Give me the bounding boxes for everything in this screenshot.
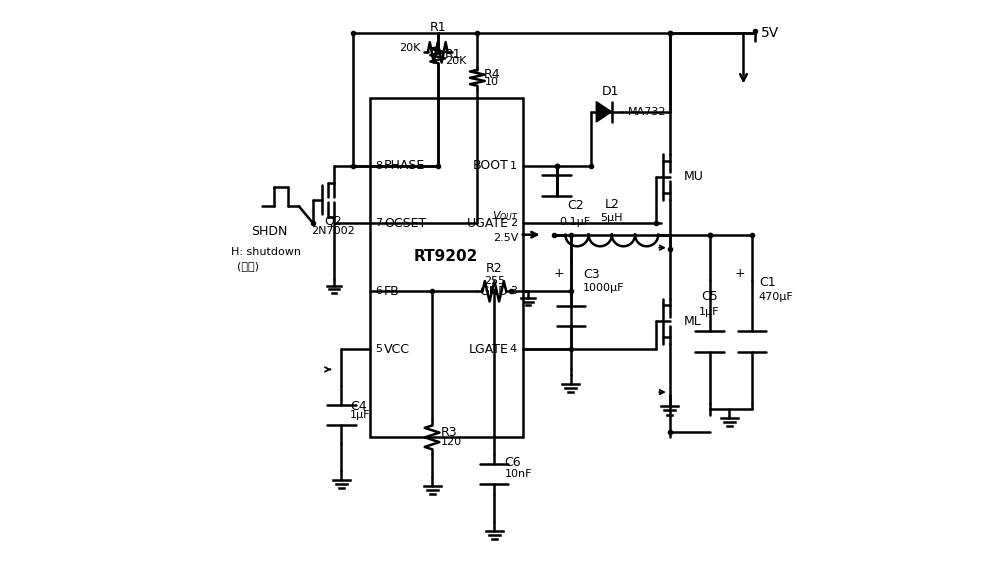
Text: ML: ML [684, 315, 702, 328]
Text: C6: C6 [505, 456, 521, 469]
Text: 5μH: 5μH [601, 213, 623, 224]
Text: R1: R1 [429, 21, 446, 34]
Text: C5: C5 [701, 290, 718, 303]
Text: UGATE: UGATE [466, 217, 508, 230]
Text: PHASE: PHASE [384, 159, 425, 172]
Text: OCSET: OCSET [384, 217, 426, 230]
Text: 2: 2 [510, 218, 517, 228]
Text: 1: 1 [510, 160, 517, 171]
Text: 10: 10 [485, 77, 499, 88]
Text: R1: R1 [445, 48, 461, 61]
Text: RT9202: RT9202 [414, 249, 478, 263]
Text: 5: 5 [375, 344, 382, 354]
Text: LGATE: LGATE [469, 343, 508, 356]
Text: 20K: 20K [399, 43, 420, 53]
Text: C1: C1 [759, 277, 775, 289]
Text: C4: C4 [350, 400, 367, 413]
Text: 1000μF: 1000μF [583, 283, 625, 294]
Text: +: + [735, 267, 745, 280]
Text: 2N7002: 2N7002 [311, 226, 355, 236]
Bar [370, 98, 523, 438]
Text: 5V: 5V [760, 26, 779, 39]
Text: 2.5V: 2.5V [493, 233, 518, 243]
Text: 0.1μF: 0.1μF [559, 217, 591, 227]
Text: 255: 255 [484, 275, 505, 286]
Text: 3: 3 [510, 286, 517, 296]
Text: MA732: MA732 [627, 107, 666, 117]
Text: D1: D1 [602, 85, 619, 98]
Text: +: + [553, 267, 564, 280]
Text: FB: FB [384, 285, 400, 298]
Text: SHDN: SHDN [251, 225, 287, 238]
Text: VCC: VCC [384, 343, 410, 356]
Text: 7: 7 [375, 218, 383, 228]
Text: Q2: Q2 [324, 215, 342, 228]
Text: R3: R3 [441, 426, 457, 439]
Text: 20K: 20K [445, 56, 466, 66]
Text: (关机): (关机) [237, 261, 259, 271]
Polygon shape [596, 102, 612, 122]
Text: $V_{OUT}$: $V_{OUT}$ [492, 209, 519, 224]
Text: 4: 4 [510, 344, 517, 354]
Text: 1μF: 1μF [350, 410, 370, 420]
Text: MU: MU [684, 171, 704, 183]
Text: C2: C2 [567, 199, 583, 212]
Text: BOOT: BOOT [473, 159, 508, 172]
Text: 6: 6 [375, 286, 382, 296]
Text: GND: GND [480, 285, 508, 298]
Text: 470μF: 470μF [759, 292, 794, 302]
Text: C3: C3 [583, 268, 600, 281]
Text: 120: 120 [441, 437, 462, 447]
Text: 8: 8 [375, 160, 383, 171]
Text: 1μF: 1μF [699, 307, 720, 317]
Text: L2: L2 [604, 198, 619, 211]
Text: 10nF: 10nF [505, 469, 532, 479]
Text: R2: R2 [486, 262, 503, 275]
Text: R4: R4 [484, 68, 501, 81]
Text: H: shutdown: H: shutdown [231, 246, 301, 257]
